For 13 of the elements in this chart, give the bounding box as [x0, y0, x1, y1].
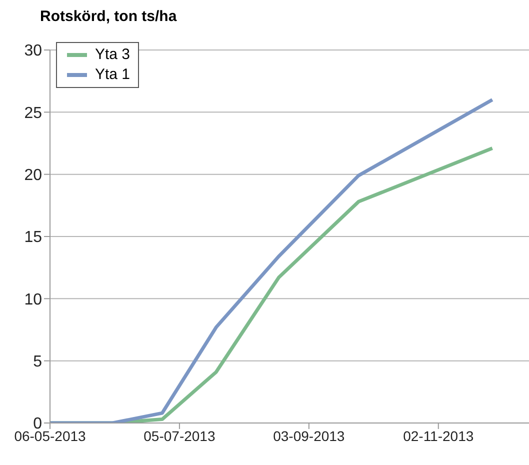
- chart-title: Rotskörd, ton ts/ha: [40, 8, 178, 27]
- x-tick-label: 05-07-2013: [144, 428, 216, 444]
- y-tick-label: 20: [24, 167, 42, 184]
- x-tick-label: 06-05-2013: [14, 428, 86, 444]
- legend-label: Yta 3: [94, 45, 130, 65]
- x-tick-label: 03-09-2013: [273, 428, 345, 444]
- y-tick-label: 5: [33, 354, 42, 371]
- x-tick-label: 02-11-2013: [403, 428, 474, 444]
- legend-label: Yta 1: [94, 65, 130, 85]
- y-tick-label: 25: [24, 104, 42, 122]
- y-tick-label: 15: [24, 229, 42, 246]
- y-tick-label: 30: [24, 42, 42, 60]
- y-tick-label: 10: [24, 291, 42, 308]
